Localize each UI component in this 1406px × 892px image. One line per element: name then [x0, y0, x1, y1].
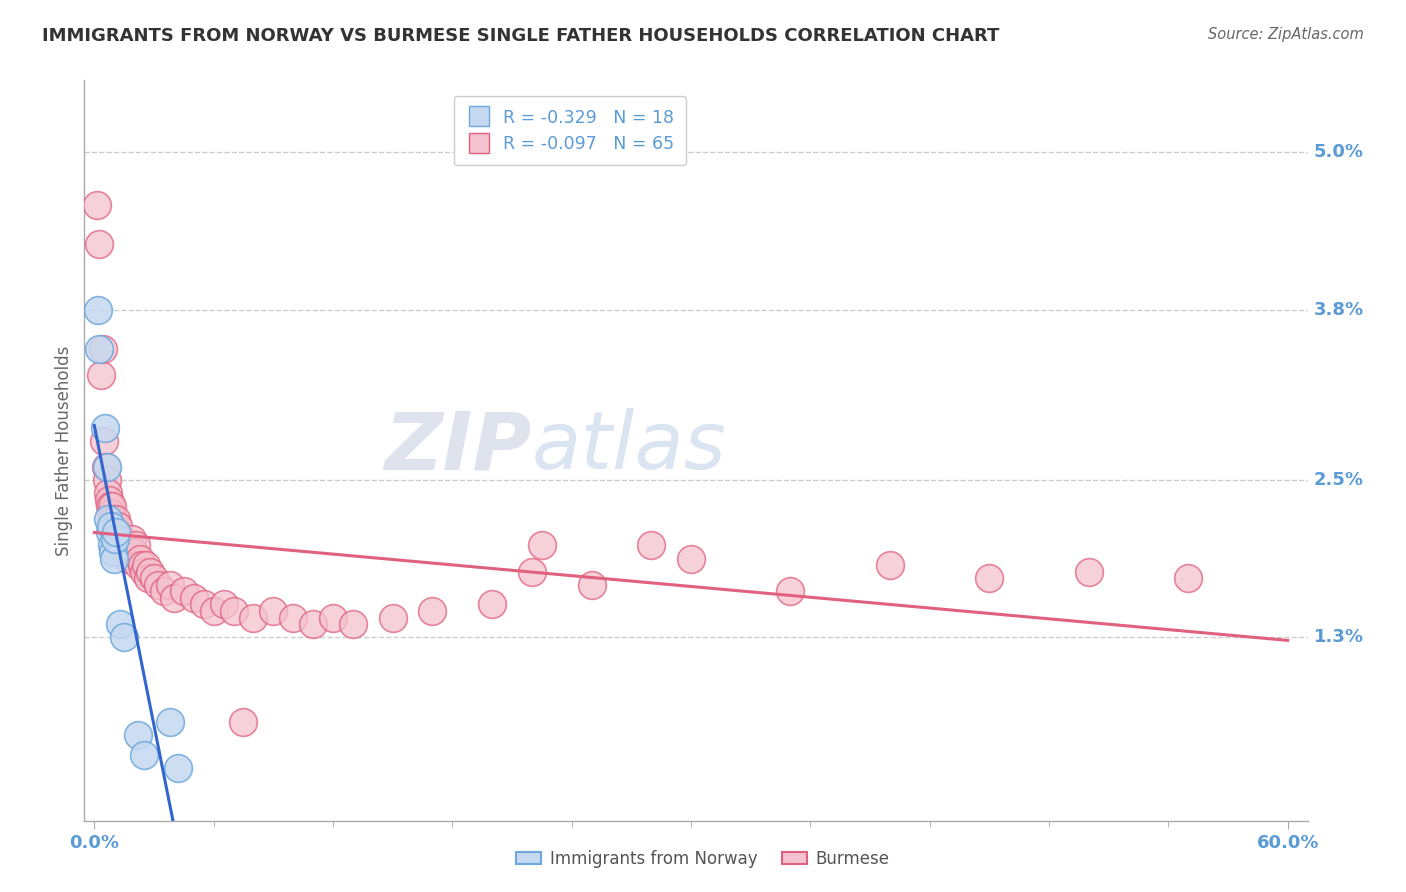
- Point: [93, 434, 115, 448]
- Point: [100, 518, 122, 533]
- Point: [127, 558, 149, 573]
- Point: [520, 565, 543, 579]
- Point: [96, 459, 118, 474]
- Point: [87, 342, 110, 356]
- Point: [139, 565, 162, 579]
- Point: [242, 610, 264, 624]
- Point: [86, 198, 108, 212]
- Point: [96, 473, 118, 487]
- Point: [108, 617, 131, 632]
- Point: [136, 571, 159, 585]
- Point: [103, 518, 125, 533]
- Point: [117, 551, 139, 566]
- Point: [163, 591, 186, 605]
- Point: [381, 610, 404, 624]
- Point: [105, 525, 128, 540]
- Point: [122, 545, 145, 559]
- Point: [90, 368, 112, 383]
- Point: [640, 539, 662, 553]
- Point: [97, 512, 120, 526]
- Point: [132, 748, 155, 763]
- Point: [159, 715, 181, 730]
- Point: [283, 610, 305, 624]
- Point: [679, 551, 702, 566]
- Point: [98, 492, 121, 507]
- Point: [108, 539, 131, 553]
- Point: [103, 551, 125, 566]
- Point: [422, 604, 444, 618]
- Point: [129, 551, 152, 566]
- Point: [581, 578, 603, 592]
- Point: [146, 578, 169, 592]
- Point: [89, 237, 111, 252]
- Point: [87, 302, 110, 317]
- Point: [105, 525, 128, 540]
- Text: Source: ZipAtlas.com: Source: ZipAtlas.com: [1208, 27, 1364, 42]
- Point: [183, 591, 205, 605]
- Y-axis label: Single Father Households: Single Father Households: [55, 345, 73, 556]
- Point: [91, 342, 114, 356]
- Text: atlas: atlas: [531, 409, 727, 486]
- Point: [166, 761, 188, 775]
- Point: [1077, 565, 1099, 579]
- Point: [98, 499, 121, 513]
- Point: [104, 525, 127, 540]
- Point: [1177, 571, 1199, 585]
- Point: [105, 512, 128, 526]
- Point: [107, 518, 129, 533]
- Point: [101, 499, 124, 513]
- Point: [97, 486, 120, 500]
- Point: [132, 565, 155, 579]
- Point: [98, 525, 121, 540]
- Point: [262, 604, 284, 618]
- Point: [112, 630, 135, 644]
- Legend: R = -0.329   N = 18, R = -0.097   N = 65: R = -0.329 N = 18, R = -0.097 N = 65: [454, 96, 686, 165]
- Point: [879, 558, 901, 573]
- Point: [103, 512, 125, 526]
- Text: 5.0%: 5.0%: [1313, 144, 1364, 161]
- Point: [135, 558, 157, 573]
- Point: [322, 610, 344, 624]
- Point: [202, 604, 225, 618]
- Point: [111, 532, 134, 546]
- Point: [481, 598, 503, 612]
- Point: [173, 584, 195, 599]
- Point: [979, 571, 1001, 585]
- Point: [103, 545, 125, 559]
- Point: [120, 539, 142, 553]
- Point: [159, 578, 181, 592]
- Point: [193, 598, 215, 612]
- Point: [342, 617, 364, 632]
- Point: [131, 558, 153, 573]
- Point: [222, 604, 245, 618]
- Point: [112, 539, 135, 553]
- Point: [143, 571, 166, 585]
- Point: [125, 539, 148, 553]
- Text: IMMIGRANTS FROM NORWAY VS BURMESE SINGLE FATHER HOUSEHOLDS CORRELATION CHART: IMMIGRANTS FROM NORWAY VS BURMESE SINGLE…: [42, 27, 1000, 45]
- Point: [100, 506, 122, 520]
- Point: [94, 420, 117, 434]
- Point: [127, 729, 149, 743]
- Point: [530, 539, 553, 553]
- Text: 3.8%: 3.8%: [1313, 301, 1364, 318]
- Point: [232, 715, 254, 730]
- Point: [121, 532, 143, 546]
- Point: [153, 584, 176, 599]
- Point: [779, 584, 801, 599]
- Text: 2.5%: 2.5%: [1313, 471, 1364, 489]
- Point: [115, 545, 138, 559]
- Point: [96, 459, 118, 474]
- Text: ZIP: ZIP: [384, 409, 531, 486]
- Point: [101, 539, 124, 553]
- Text: 1.3%: 1.3%: [1313, 628, 1364, 646]
- Point: [212, 598, 235, 612]
- Point: [302, 617, 325, 632]
- Legend: Immigrants from Norway, Burmese: Immigrants from Norway, Burmese: [510, 844, 896, 875]
- Point: [104, 532, 127, 546]
